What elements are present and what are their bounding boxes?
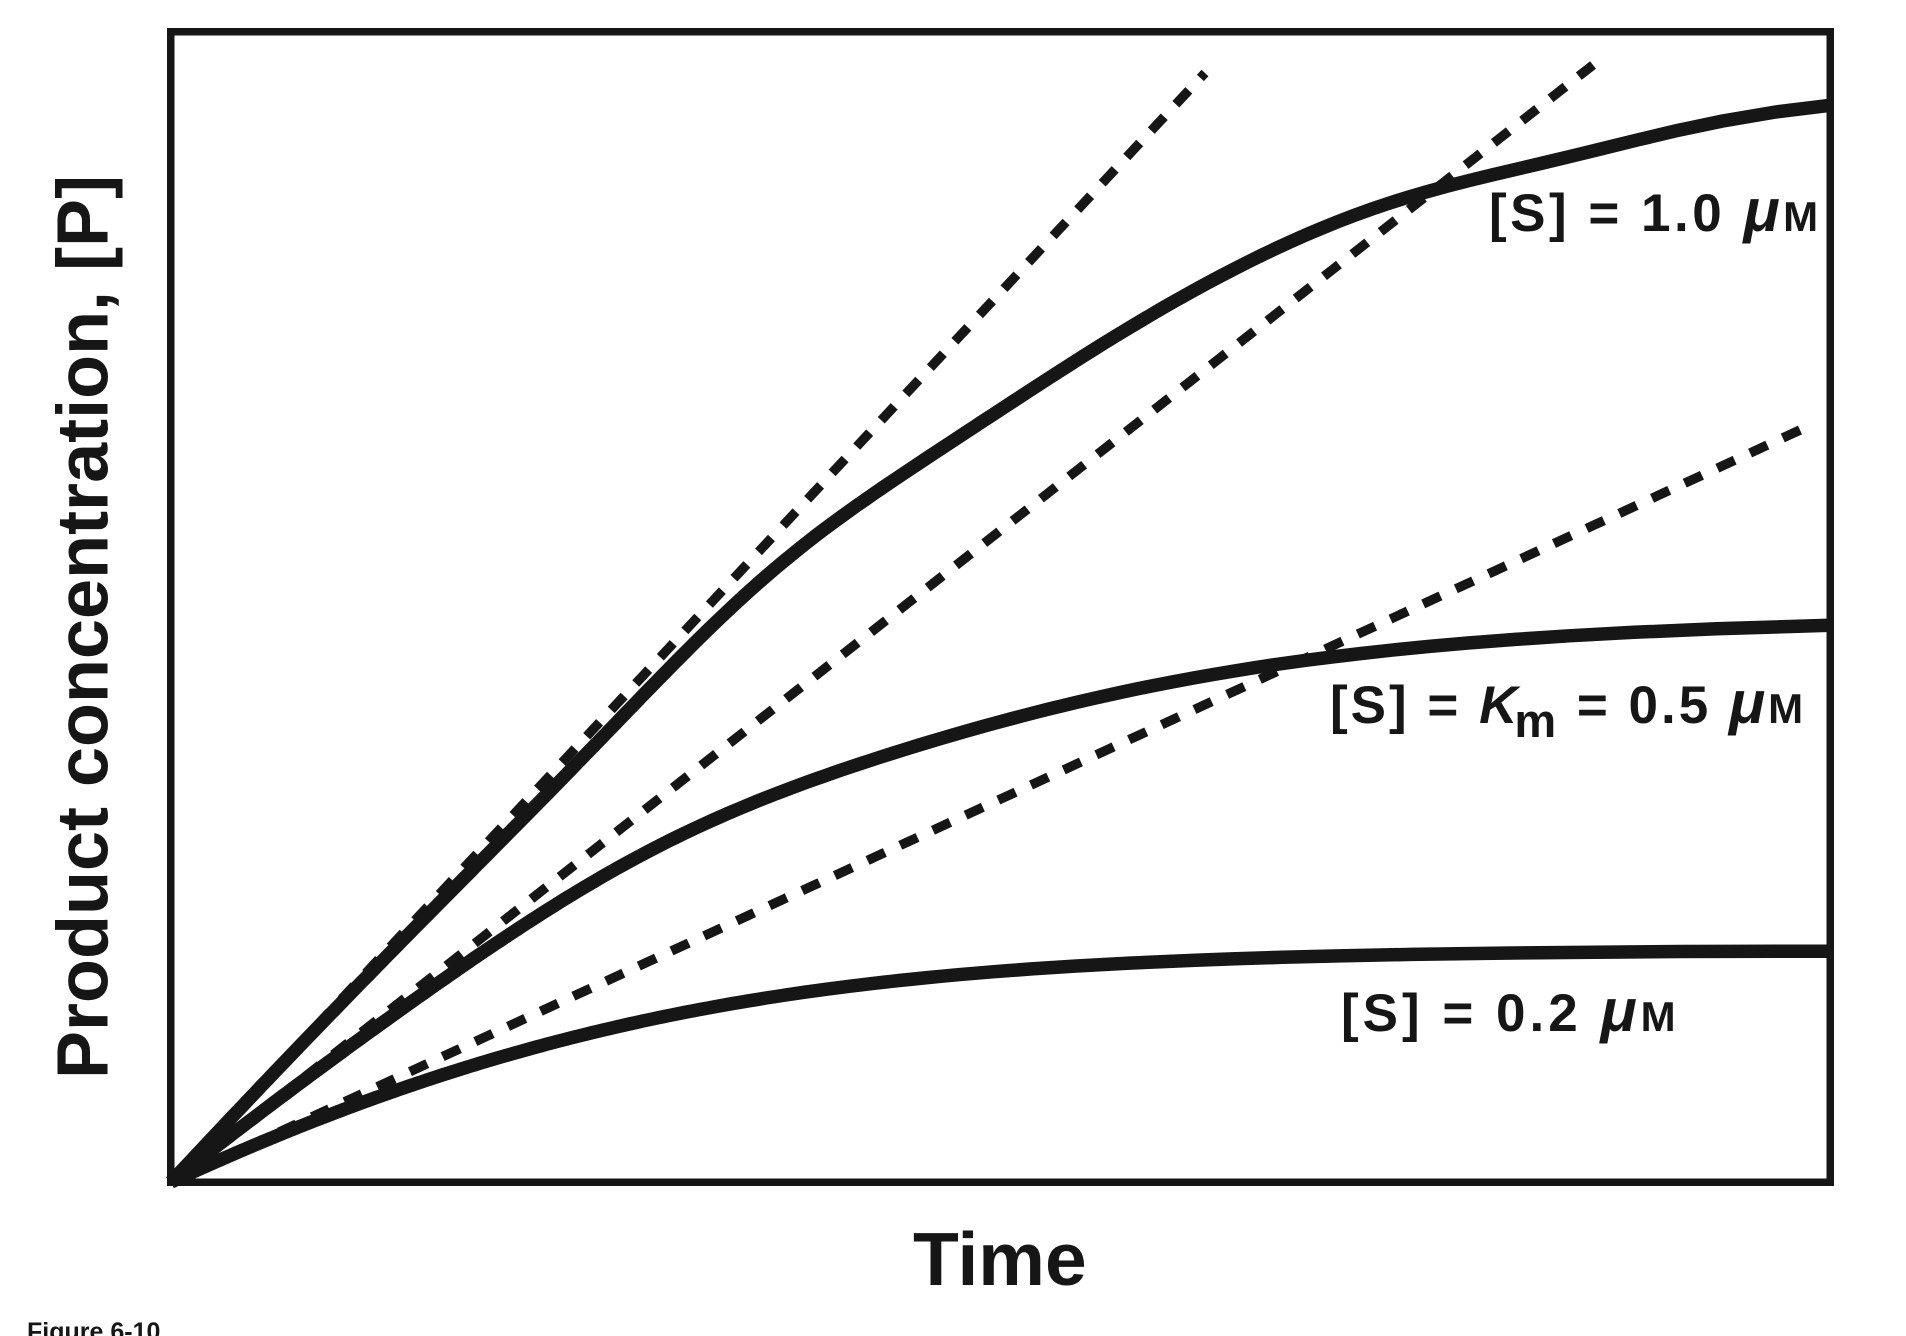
svg-text:Figure 6-10: Figure 6-10 <box>27 1318 160 1336</box>
svg-text:[S] = Km = 0.5 μM: [S] = Km = 0.5 μM <box>1330 669 1806 747</box>
svg-text:Product concentration, [P]: Product concentration, [P] <box>44 175 124 1079</box>
svg-text:[S] = 1.0 μM: [S] = 1.0 μM <box>1489 177 1822 244</box>
svg-text:[S] = 0.2 μM: [S] = 0.2 μM <box>1341 977 1680 1044</box>
svg-text:Time: Time <box>913 1217 1087 1301</box>
